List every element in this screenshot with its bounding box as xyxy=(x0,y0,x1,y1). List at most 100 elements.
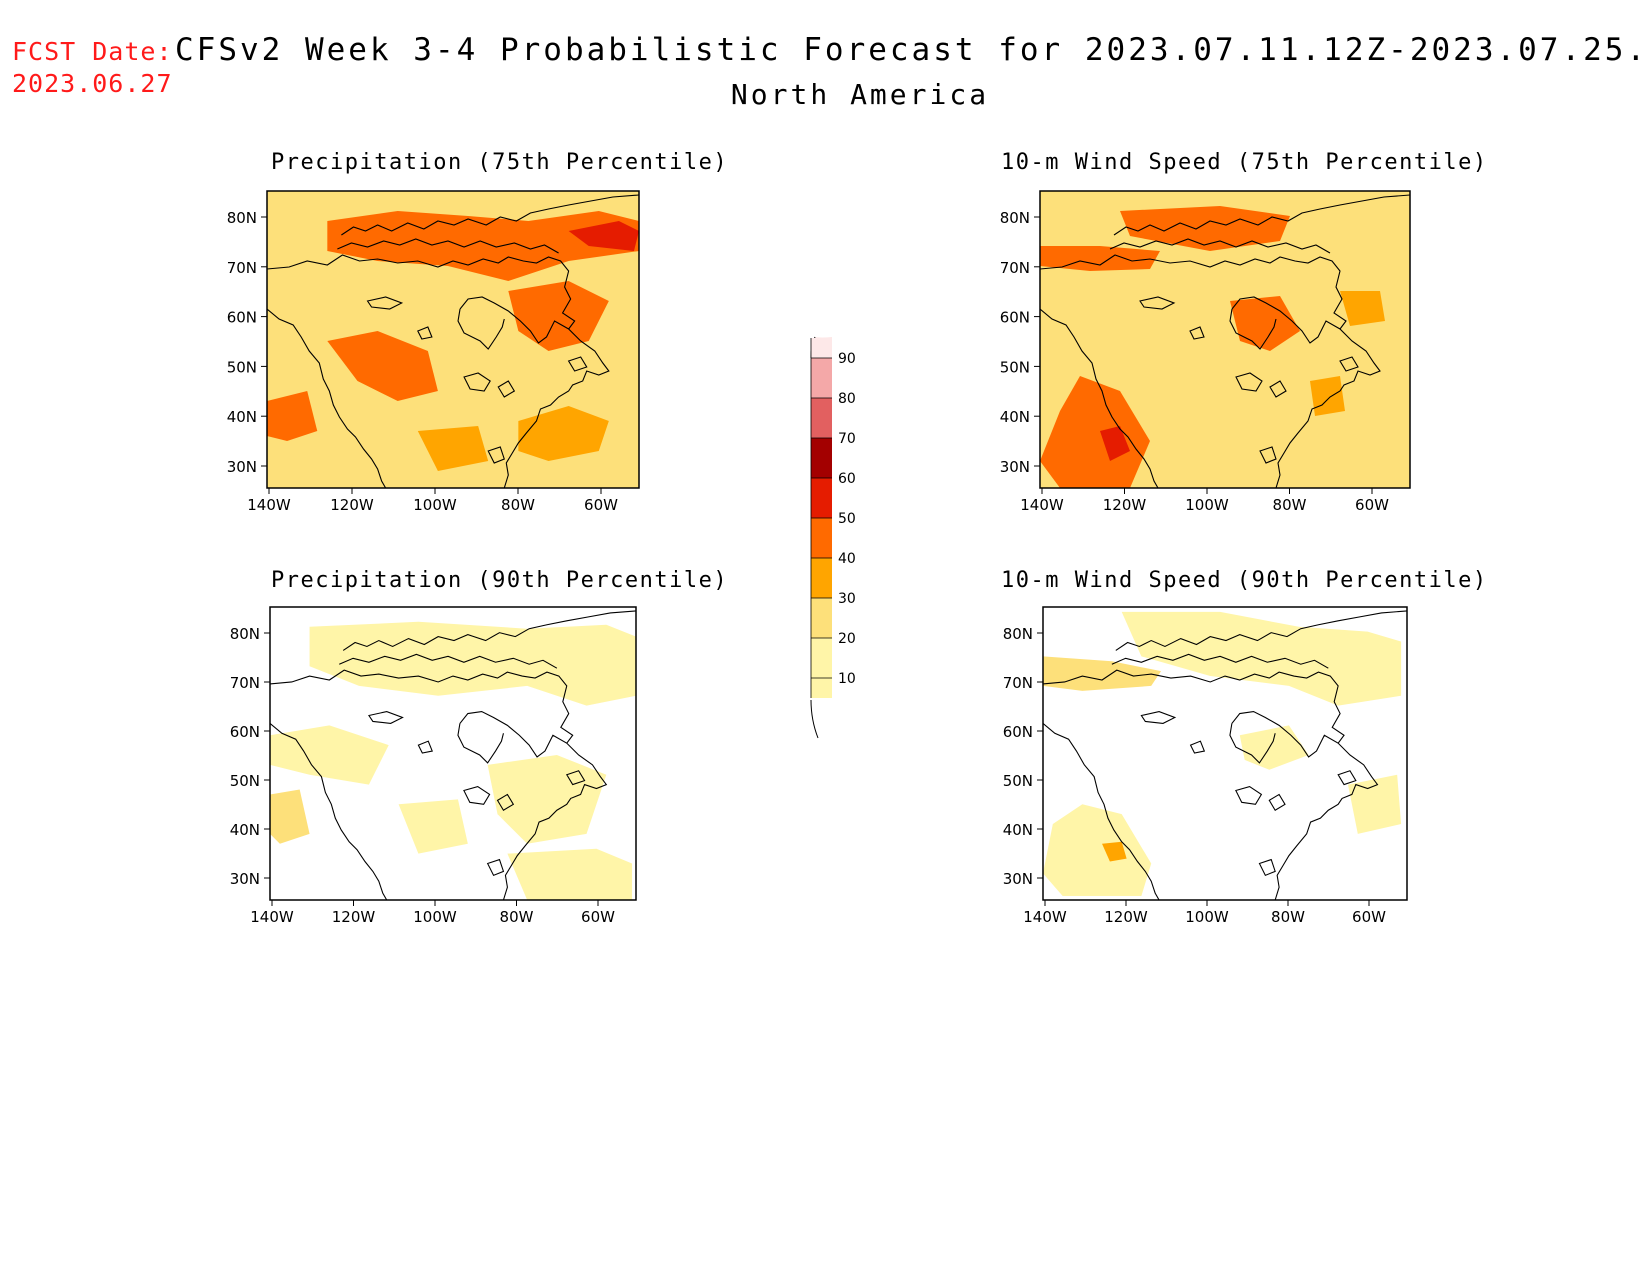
colorbar-box xyxy=(811,518,832,558)
probability-area xyxy=(417,426,489,471)
lat-label: 80N xyxy=(227,209,257,227)
lat-label: 40N xyxy=(227,408,257,426)
probability-area xyxy=(1100,426,1130,461)
probability-area xyxy=(1340,291,1385,326)
probability-area xyxy=(1121,611,1402,706)
lat-label: 40N xyxy=(1003,821,1033,839)
probability-area xyxy=(1102,841,1127,862)
lat-label: 70N xyxy=(230,674,260,692)
region-title: North America xyxy=(730,78,990,111)
lon-label: 80W xyxy=(501,496,535,514)
lon-label: 140W xyxy=(250,908,294,926)
map-field-wind-75 xyxy=(1040,191,1410,488)
probability-area xyxy=(1043,804,1152,897)
lat-label: 70N xyxy=(1003,674,1033,692)
colorbar-bottom-arc xyxy=(810,699,819,739)
probability-area xyxy=(487,754,607,844)
lon-label: 80W xyxy=(500,908,534,926)
probability-area xyxy=(270,789,310,844)
colorbar-label: 50 xyxy=(838,511,856,527)
map-panel-precip-90: 80N 70N 60N 50N 40N 30N 140W 120W 100W 80W 60W xyxy=(230,606,637,926)
probability-area xyxy=(267,391,318,441)
lon-label: 120W xyxy=(1104,908,1148,926)
lat-label: 80N xyxy=(230,625,260,643)
lat-label: 40N xyxy=(1000,408,1030,426)
lat-label: 60N xyxy=(1000,309,1030,327)
colorbar-box xyxy=(811,338,832,358)
probability-area xyxy=(507,848,633,900)
probability-area xyxy=(1120,206,1290,251)
probability-area xyxy=(568,221,639,251)
probability-area xyxy=(1310,376,1345,416)
colorbar-box xyxy=(811,638,832,678)
map-frame xyxy=(269,606,637,901)
lon-label: 60W xyxy=(1352,908,1386,926)
map-field-precip-90 xyxy=(270,607,636,900)
region-title-wrap: North America xyxy=(0,78,1650,111)
colorbar-box xyxy=(811,598,832,638)
map-frame xyxy=(266,190,640,489)
lon-label: 100W xyxy=(413,496,457,514)
lon-label: 80W xyxy=(1273,496,1307,514)
colorbar-label: 80 xyxy=(838,391,856,407)
colorbar-box xyxy=(811,478,832,518)
lat-label: 50N xyxy=(1003,772,1033,790)
lat-label: 50N xyxy=(227,358,257,376)
lat-label: 70N xyxy=(227,259,257,277)
probability-area xyxy=(398,799,468,854)
colorbar-box xyxy=(811,438,832,478)
colorbar: 10 20 30 40 50 60 70 80 90 xyxy=(810,336,856,739)
lat-label: 30N xyxy=(1000,458,1030,476)
lat-label: 60N xyxy=(1003,723,1033,741)
colorbar-label: 40 xyxy=(838,551,856,567)
probability-area xyxy=(1040,376,1150,488)
forecast-date-value: 2023.06.27 xyxy=(12,69,173,98)
colorbar-label: 10 xyxy=(838,671,856,687)
lon-label: 60W xyxy=(584,496,618,514)
probability-area xyxy=(327,211,639,281)
panel-title-wind-75: 10-m Wind Speed (75th Percentile) xyxy=(1001,150,1488,175)
colorbar-label: 70 xyxy=(838,431,856,447)
colorbar-label: 90 xyxy=(838,351,856,367)
panel-title-precip-90: Precipitation (90th Percentile) xyxy=(271,568,729,593)
probability-area xyxy=(1347,774,1402,834)
lat-label: 50N xyxy=(230,772,260,790)
probability-area xyxy=(1230,296,1300,351)
lon-label: 120W xyxy=(332,908,376,926)
colorbar-label: 30 xyxy=(838,591,856,607)
forecast-date-block: FCST Date: 2023.06.27 xyxy=(12,36,173,100)
probability-area xyxy=(508,281,609,351)
probability-area xyxy=(1043,656,1162,691)
map-panel-wind-75: 80N 70N 60N 50N 40N 30N 140W 120W 100W 80W 60W xyxy=(1000,190,1411,514)
colorbar-box xyxy=(811,558,832,598)
map-field-precip-75 xyxy=(267,191,639,488)
forecast-date-label: FCST Date: xyxy=(12,37,173,66)
colorbar-label: 60 xyxy=(838,471,856,487)
lat-label: 40N xyxy=(230,821,260,839)
lon-label: 140W xyxy=(1020,496,1064,514)
panel-title-precip-75: Precipitation (75th Percentile) xyxy=(271,150,729,175)
lat-label: 80N xyxy=(1003,625,1033,643)
lon-label: 60W xyxy=(581,908,615,926)
lat-label: 60N xyxy=(227,309,257,327)
lat-label: 50N xyxy=(1000,358,1030,376)
map-panel-precip-75: 80N 70N 60N 50N 40N 30N 140W 120W 100W 80W 60W xyxy=(227,190,640,514)
colorbar-label: 20 xyxy=(838,631,856,647)
colorbar-box xyxy=(811,358,832,398)
lon-label: 140W xyxy=(247,496,291,514)
lat-label: 30N xyxy=(230,870,260,888)
map-frame xyxy=(1039,190,1411,489)
lat-label: 30N xyxy=(227,458,257,476)
lat-label: 30N xyxy=(1003,870,1033,888)
lon-label: 140W xyxy=(1023,908,1067,926)
lon-label: 100W xyxy=(413,908,457,926)
lat-label: 70N xyxy=(1000,259,1030,277)
probability-area xyxy=(327,331,438,401)
lon-label: 100W xyxy=(1185,908,1229,926)
page-title: CFSv2 Week 3-4 Probabilistic Forecast fo… xyxy=(175,32,1650,68)
panel-title-wind-90: 10-m Wind Speed (90th Percentile) xyxy=(1001,568,1488,593)
lon-label: 120W xyxy=(330,496,374,514)
probability-area xyxy=(518,406,609,461)
lon-label: 80W xyxy=(1271,908,1305,926)
